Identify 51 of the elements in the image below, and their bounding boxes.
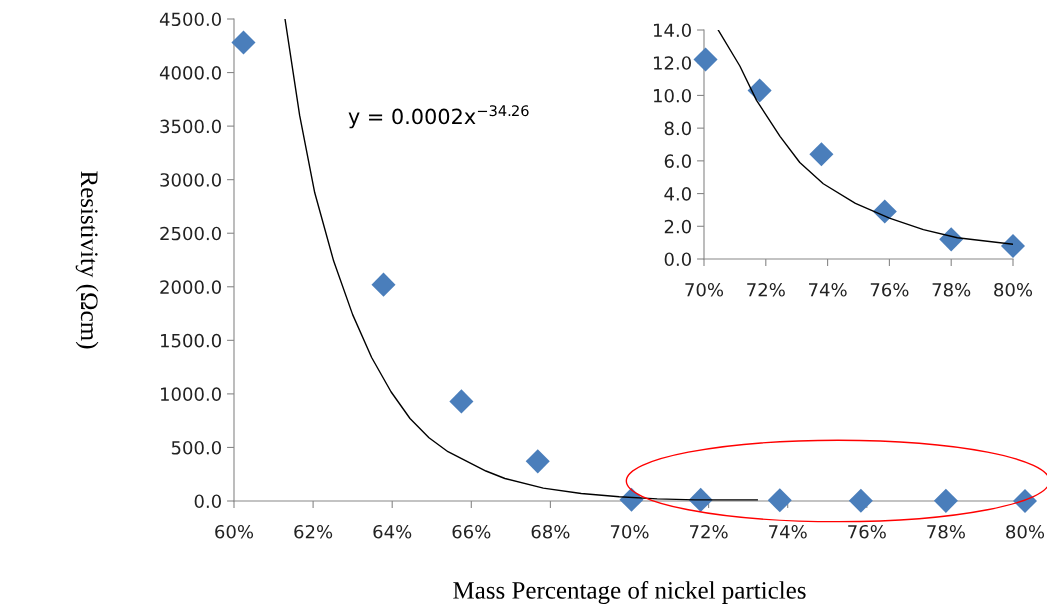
- y-tick-label: 1000.0: [161, 387, 221, 402]
- point: [872, 199, 897, 224]
- x-tick-label: 74%: [809, 282, 847, 297]
- y-tick-label: 4500.0: [159, 12, 221, 27]
- x-tick-label: 78%: [927, 524, 965, 539]
- point: [767, 488, 792, 513]
- point: [939, 227, 964, 252]
- y-tick-label: 2500.0: [160, 226, 221, 241]
- y-tick-label: 3500.0: [160, 119, 221, 134]
- x-tick-label: 80%: [1006, 524, 1045, 539]
- annotation: y = 0.0002x$^{−34.26}$: [348, 105, 529, 129]
- y-tick-label: 8.0: [664, 121, 691, 136]
- x-tick-label: 62%: [294, 524, 333, 539]
- x-axis-title: Mass Percentage of nickel particles: [453, 580, 806, 604]
- y-tick-label: 4.0: [664, 187, 691, 201]
- x-tick-label: 72%: [747, 282, 785, 297]
- point: [693, 47, 718, 72]
- x-tick-label: 76%: [848, 524, 886, 539]
- point: [848, 488, 873, 513]
- point: [449, 389, 474, 414]
- y-tick-label: 0.0: [664, 252, 691, 267]
- x-tick-label: 64%: [373, 524, 412, 539]
- x-tick-label: 70%: [610, 524, 649, 539]
- y-tick-label: 2.0: [664, 219, 691, 234]
- point: [933, 488, 958, 513]
- y-tick-label: 4000.0: [159, 66, 221, 80]
- x-tick-label: 60%: [215, 524, 254, 539]
- x-tick-label: 66%: [452, 524, 491, 539]
- y-tick-label: 2000.0: [160, 280, 221, 294]
- y-tick-label: 0.0: [194, 494, 221, 509]
- y-tick-label: 500.0: [171, 440, 221, 455]
- point: [231, 30, 256, 55]
- x-tick-label: 80%: [994, 282, 1033, 297]
- point: [371, 272, 396, 297]
- x-tick-label: 76%: [870, 282, 909, 297]
- y-tick-label: 14.0: [653, 23, 691, 38]
- x-tick-label: 72%: [690, 524, 728, 539]
- y-axis-title: Resistivity (Ωcm): [75, 171, 99, 349]
- y-tick-label: 10.0: [653, 88, 691, 103]
- x-tick-label: 68%: [531, 524, 570, 539]
- x-tick-label: 78%: [932, 282, 971, 297]
- y-tick-label: 1500.0: [161, 333, 221, 348]
- point: [809, 142, 834, 167]
- point: [747, 78, 772, 103]
- x-tick-label: 74%: [769, 524, 807, 539]
- x-tick-label: 70%: [685, 282, 724, 297]
- point: [525, 449, 550, 474]
- y-tick-label: 3000.0: [160, 173, 221, 187]
- y-tick-label: 6.0: [664, 154, 691, 168]
- point: [1000, 233, 1026, 258]
- y-tick-label: 12.0: [653, 56, 691, 70]
